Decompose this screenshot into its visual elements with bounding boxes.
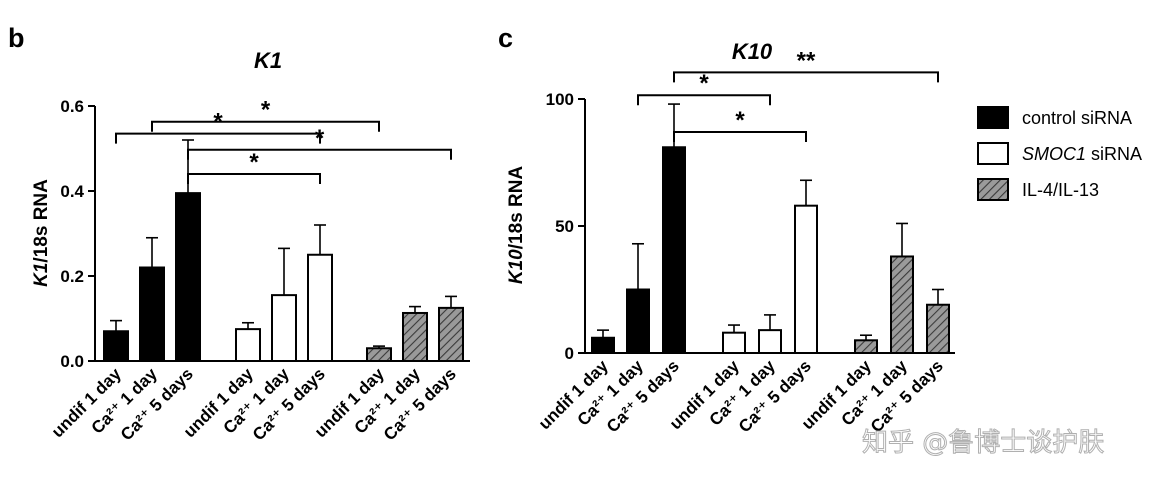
bar xyxy=(366,347,392,362)
significance-label: ** xyxy=(797,47,816,74)
y-axis-label: K10/18s RNA xyxy=(506,166,527,285)
significance-label: * xyxy=(213,109,223,136)
legend-swatch xyxy=(977,106,1009,129)
bar xyxy=(307,253,333,362)
legend: control siRNA SMOC1 siRNA IL-4/IL-13 xyxy=(977,106,1142,201)
bar xyxy=(235,328,261,362)
significance-bracket xyxy=(673,71,939,83)
legend-swatch xyxy=(977,178,1009,201)
legend-label-text: IL-4/IL-13 xyxy=(1022,180,1099,200)
significance-bracket xyxy=(187,173,321,184)
bar xyxy=(722,331,746,354)
chart-title: K10 xyxy=(732,39,773,64)
y-tick-label: 0.2 xyxy=(60,267,84,286)
y-tick-label: 0.6 xyxy=(60,97,84,116)
y-tick-label: 0.4 xyxy=(60,182,84,201)
y-axis-label: K1/18s RNA xyxy=(31,179,52,287)
significance-label: * xyxy=(699,70,709,97)
legend-swatch xyxy=(977,142,1009,165)
y-axis-label-gene: K1 xyxy=(31,263,52,287)
legend-label-text: siRNA xyxy=(1086,144,1142,164)
significance-label: * xyxy=(315,125,325,152)
bar xyxy=(139,266,165,362)
significance-label: * xyxy=(249,149,259,176)
chart-title: K1 xyxy=(254,48,282,73)
y-tick-label: 0.0 xyxy=(60,352,84,371)
y-axis-label-unit: /18s RNA xyxy=(31,179,52,263)
y-tick-label: 0 xyxy=(565,344,574,363)
bar xyxy=(591,336,615,355)
y-tick-label: 50 xyxy=(555,217,574,236)
y-axis-label-unit: /18s RNA xyxy=(506,166,527,250)
panel-b-label: b xyxy=(8,23,25,53)
bar xyxy=(175,192,201,362)
significance-bracket xyxy=(115,132,321,144)
watermark: 知乎 @鲁博士谈护肤 xyxy=(862,428,1104,458)
bar xyxy=(758,329,782,355)
bar xyxy=(402,311,428,363)
bar xyxy=(854,339,878,354)
significance-bracket xyxy=(637,94,771,106)
legend-label-gene: SMOC1 xyxy=(1022,144,1086,164)
y-axis-label-gene: K10 xyxy=(506,249,527,284)
bar xyxy=(438,306,464,362)
bar xyxy=(271,294,297,362)
bar xyxy=(103,330,129,362)
significance-bracket xyxy=(151,120,380,132)
bar xyxy=(926,303,950,354)
legend-label: SMOC1 siRNA xyxy=(1022,144,1142,164)
y-tick-label: 100 xyxy=(546,90,574,109)
legend-label-text: control siRNA xyxy=(1022,108,1132,128)
legend-label: IL-4/IL-13 xyxy=(1022,180,1099,200)
significance-label: * xyxy=(735,107,745,134)
legend-label: control siRNA xyxy=(1022,108,1132,128)
bar xyxy=(794,204,818,354)
significance-label: * xyxy=(261,97,271,124)
panel-c-label: c xyxy=(498,23,513,53)
bar xyxy=(890,255,914,355)
significance-bracket xyxy=(187,148,452,160)
significance-bracket xyxy=(673,131,807,143)
bar xyxy=(662,146,686,354)
bar xyxy=(626,288,650,354)
